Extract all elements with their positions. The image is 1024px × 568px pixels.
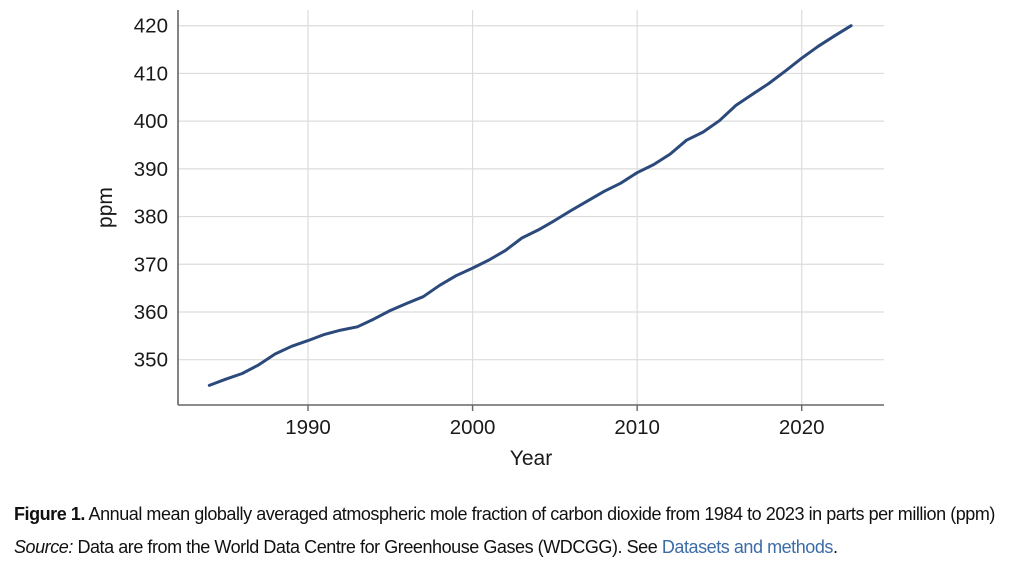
chart-canvas: 350 360 370 380 390 400 410 420 1990 2000 2010 2020… (94, 10, 884, 470)
co2-line-chart: 350 360 370 380 390 400 410 420 1990 2000 2010 2020… (94, 10, 884, 470)
datasets-and-methods-link[interactable]: Datasets and methods (661, 537, 834, 557)
x-tick-label: 2010 (614, 416, 660, 439)
co2-series-line (207, 24, 853, 387)
y-tick-label: 360 (134, 301, 168, 324)
y-tick-label: 350 (134, 349, 168, 372)
y-tick-label: 400 (134, 110, 168, 133)
y-tick-label: 420 (134, 15, 168, 38)
y-tick-label: 410 (134, 62, 168, 85)
x-axis-title: Year (510, 447, 552, 470)
figure-caption-text: Annual mean globally averaged atmospheri… (84, 504, 996, 524)
figure-caption: Figure 1. Annual mean globally averaged … (14, 504, 1016, 525)
x-tick-label: 1990 (285, 416, 331, 439)
y-tick-label: 370 (134, 253, 168, 276)
source-period: . (832, 537, 838, 557)
source-label: Source: (14, 537, 73, 557)
source-text: Data are from the World Data Centre for … (72, 537, 662, 557)
y-axis-title: ppm (94, 187, 117, 228)
x-tick-label: 2000 (450, 416, 496, 439)
y-tick-label: 390 (134, 158, 168, 181)
x-tick-label: 2020 (779, 416, 825, 439)
figure-caption-label: Figure 1. (14, 504, 85, 524)
figure-source: Source: Data are from the World Data Cen… (14, 537, 1016, 558)
y-tick-label: 380 (134, 206, 168, 229)
